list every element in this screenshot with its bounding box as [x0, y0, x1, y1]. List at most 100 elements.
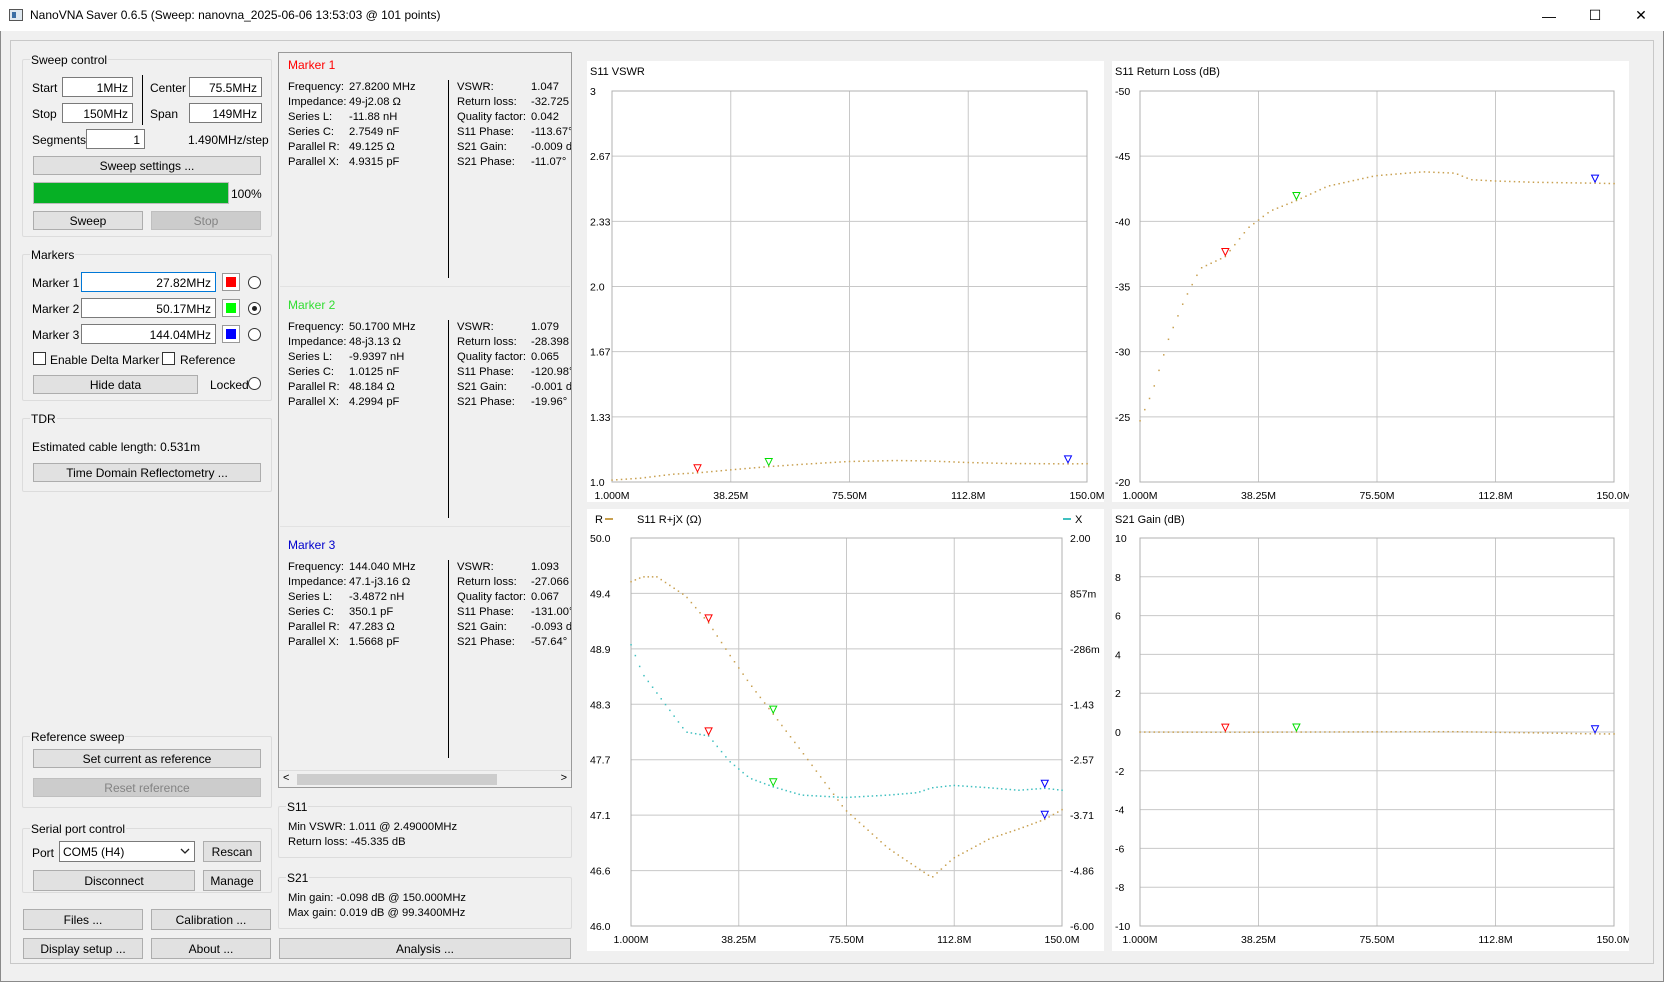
trace-point — [858, 795, 861, 798]
locked-radio[interactable] — [248, 377, 261, 390]
marker-active-radio[interactable] — [248, 276, 261, 289]
reset-reference-button[interactable]: Reset reference — [33, 778, 261, 797]
y-right-tick-label: -3.71 — [1070, 810, 1094, 822]
marker-triangle[interactable] — [1063, 455, 1073, 464]
s11-rjx-chart[interactable]: S11 R+jX (Ω) 1.000M 38.25M 75.50M 112.8M 150.… — [587, 509, 1104, 951]
port-select[interactable]: COM5 (H4) — [59, 841, 195, 862]
marker-triangle[interactable] — [704, 614, 713, 623]
marker-triangle[interactable] — [1221, 248, 1230, 257]
hide-data-button[interactable]: Hide data — [33, 375, 198, 394]
marker-triangle[interactable] — [768, 778, 778, 787]
trace-point — [986, 462, 989, 464]
files-button[interactable]: Files ... — [23, 909, 143, 930]
trace-point — [791, 464, 794, 466]
trace-point — [807, 758, 809, 761]
analysis-button[interactable]: Analysis ... — [279, 938, 571, 959]
trace-point — [1546, 732, 1549, 734]
maximize-button[interactable]: ☐ — [1588, 7, 1602, 23]
disconnect-button[interactable]: Disconnect — [33, 870, 195, 891]
scroll-left-icon[interactable]: < — [283, 772, 290, 784]
data-value: -3.4872 nH — [349, 591, 405, 603]
segments-field[interactable]: 1 — [86, 129, 145, 149]
trace-point — [794, 741, 796, 744]
trace-point — [660, 698, 662, 700]
trace-point — [1523, 731, 1525, 734]
marker-frequency-field[interactable]: 144.04MHz — [81, 324, 216, 344]
trace-point — [643, 674, 645, 677]
trace-point — [677, 590, 680, 592]
marker-color-button[interactable] — [222, 325, 240, 343]
marker-frequency-field[interactable]: 50.17MHz — [81, 298, 216, 318]
trace-point — [934, 460, 936, 462]
trace-point — [694, 732, 697, 735]
rescan-button[interactable]: Rescan — [203, 841, 261, 862]
set-reference-button[interactable]: Set current as reference — [33, 749, 261, 768]
s21-gain-chart[interactable]: S21 Gain (dB) 1.000M 38.25M 75.50M 112.8M 150… — [1112, 509, 1629, 951]
trace-point — [1428, 730, 1430, 733]
trace-point — [1357, 178, 1359, 181]
data-key: Impedance: — [288, 576, 347, 588]
trace-point — [658, 475, 661, 477]
tdr-button[interactable]: Time Domain Reflectometry ... — [33, 463, 261, 482]
y-right-tick-label: -6.00 — [1070, 921, 1094, 933]
marker-triangle[interactable] — [764, 458, 774, 467]
marker-triangle[interactable] — [1040, 779, 1050, 789]
marker-color-button[interactable] — [222, 299, 240, 317]
trace-point — [1013, 829, 1016, 832]
minimize-button[interactable]: — — [1542, 7, 1556, 24]
serial-port-group: Serial port control — [22, 822, 272, 893]
marker-active-radio[interactable] — [248, 302, 261, 315]
trace-point — [1584, 732, 1587, 735]
marker-triangle[interactable] — [1292, 191, 1301, 201]
trace-point — [1238, 237, 1241, 240]
display-setup-button[interactable]: Display setup ... — [23, 938, 143, 959]
data-key: Quality factor: — [457, 351, 527, 363]
data-value: 48-j3.13 Ω — [349, 336, 401, 348]
manage-button[interactable]: Manage — [203, 870, 261, 891]
about-button[interactable]: About ... — [151, 938, 271, 959]
trace-point — [886, 459, 889, 462]
sweep-button[interactable]: Sweep — [33, 211, 143, 230]
marker-triangle[interactable] — [1040, 810, 1050, 820]
marker-frequency-field[interactable]: 27.82MHz — [81, 272, 216, 292]
trace-point — [1608, 733, 1611, 735]
trace-point — [1385, 174, 1388, 176]
enable-delta-checkbox[interactable] — [33, 352, 46, 365]
marker-active-radio[interactable] — [248, 328, 261, 341]
calibration-button[interactable]: Calibration ... — [151, 909, 271, 930]
close-button[interactable]: ✕ — [1635, 7, 1647, 23]
marker-triangle[interactable] — [704, 727, 713, 736]
trace-point — [1044, 787, 1046, 790]
marker-color-button[interactable] — [222, 273, 240, 291]
scrollbar-thumb[interactable] — [297, 774, 497, 785]
data-value: -19.96° — [531, 396, 568, 408]
stop-field[interactable]: 150MHz — [62, 103, 133, 123]
trace-point — [692, 472, 694, 474]
trace-point — [811, 794, 813, 797]
horizontal-scrollbar[interactable]: < > — [279, 770, 571, 787]
reference-checkbox[interactable] — [162, 352, 175, 365]
trace-point — [1376, 174, 1378, 177]
scroll-right-icon[interactable]: > — [560, 772, 567, 784]
center-field[interactable]: 75.5MHz — [189, 77, 262, 97]
marker-triangle[interactable] — [1590, 174, 1600, 184]
marker-triangle[interactable] — [693, 464, 702, 473]
s11-return-loss-chart[interactable]: S11 Return Loss (dB) 1.000M 38.25M 75.50M 11… — [1112, 61, 1629, 502]
marker-triangle[interactable] — [768, 705, 778, 715]
marker-triangle[interactable] — [1221, 723, 1230, 733]
trace-point — [923, 789, 925, 792]
trace-point — [1537, 732, 1539, 734]
sweep-settings-button[interactable]: Sweep settings ... — [33, 156, 261, 175]
y-tick-label: 49.4 — [590, 588, 611, 600]
s11-vswr-chart[interactable]: S11 VSWR 1.000M 38.25M 75.50M 112.8M 150.0M 1.… — [587, 61, 1104, 502]
segments-label: Segments — [32, 133, 87, 147]
start-field[interactable]: 1MHz — [62, 77, 133, 97]
marker-triangle[interactable] — [1590, 725, 1600, 734]
trace-point — [781, 724, 783, 727]
stop-button[interactable]: Stop — [151, 211, 261, 230]
trace-point — [707, 622, 710, 624]
span-field[interactable]: 149MHz — [189, 103, 262, 123]
trace-point — [1029, 462, 1031, 465]
trace-point — [967, 461, 970, 464]
marker-triangle[interactable] — [1292, 723, 1301, 733]
